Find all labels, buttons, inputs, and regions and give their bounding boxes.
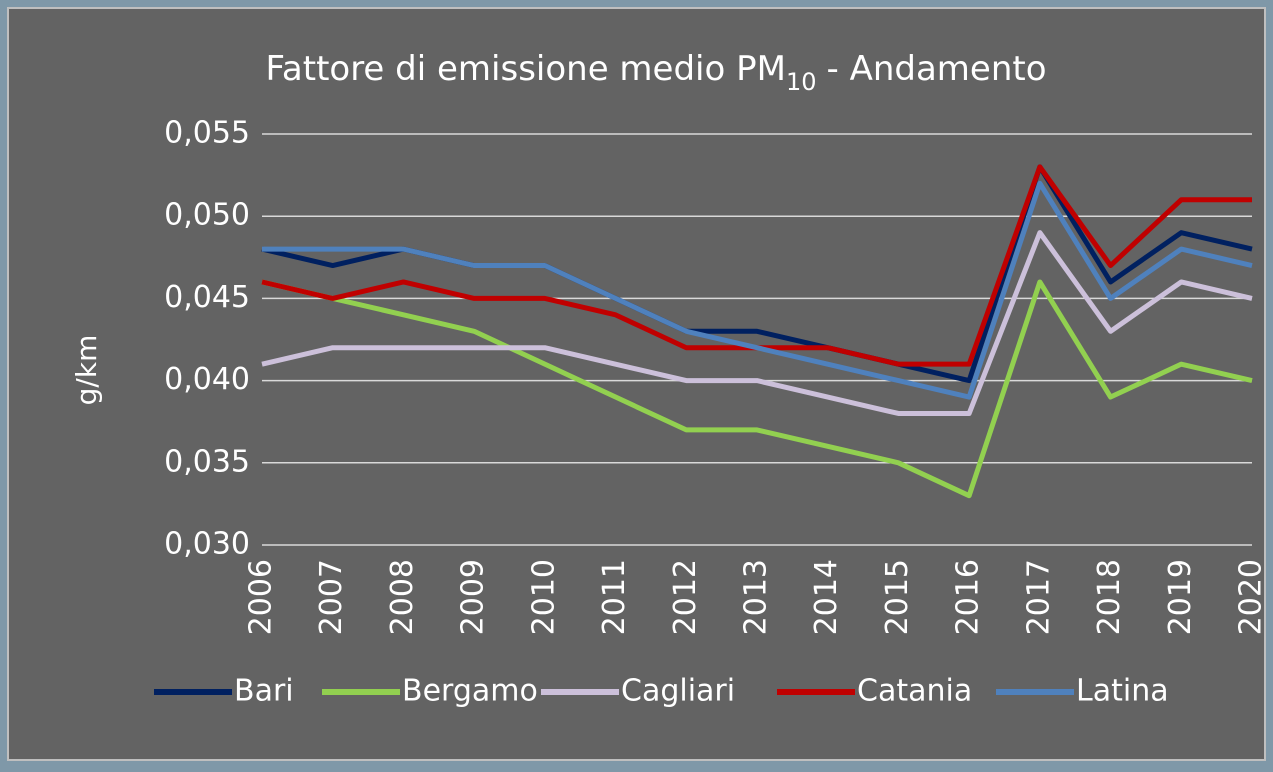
x-tick-label: 2019	[1163, 559, 1198, 635]
x-tick-label: 2020	[1234, 559, 1269, 635]
y-tick-label: 0,045	[164, 280, 250, 315]
x-tick-label: 2013	[739, 559, 774, 635]
x-tick-label: 2017	[1021, 559, 1056, 635]
x-tick-label: 2008	[385, 559, 420, 635]
x-tick-label: 2011	[597, 559, 632, 635]
x-tick-label: 2014	[809, 559, 844, 635]
x-tick-label: 2009	[456, 559, 491, 635]
series-line	[262, 180, 1253, 400]
x-tick-label: 2010	[526, 559, 561, 635]
y-tick-label: 0,040	[164, 362, 250, 397]
series-line	[261, 279, 1253, 499]
legend-label: Bergamo	[402, 674, 538, 709]
x-tick-label: 2007	[314, 559, 349, 635]
series-line	[261, 230, 1253, 416]
x-tick-label: 2018	[1092, 559, 1127, 635]
y-tick-label: 0,050	[164, 198, 250, 233]
y-tick-label: 0,055	[164, 116, 250, 151]
legend-label: Bari	[234, 674, 294, 709]
legend-label: Latina	[1076, 674, 1169, 709]
y-tick-label: 0,030	[164, 527, 250, 562]
legend-label: Cagliari	[621, 674, 735, 709]
title-main: Fattore di emissione medio PM	[265, 49, 785, 89]
title-suffix: - Andamento	[827, 49, 1047, 89]
x-tick-label: 2015	[880, 559, 915, 635]
legend-label: Catania	[857, 674, 972, 709]
x-tick-label: 2012	[668, 559, 703, 635]
chart-title: Fattore di emissione medio PM10 - Andamen…	[265, 49, 1046, 96]
y-axis-label: g/km	[70, 335, 103, 406]
y-tick-label: 0,035	[164, 444, 250, 479]
x-tick-label: 2006	[244, 559, 279, 635]
x-tick-label: 2016	[951, 559, 986, 635]
title-subscript: 10	[786, 68, 817, 96]
